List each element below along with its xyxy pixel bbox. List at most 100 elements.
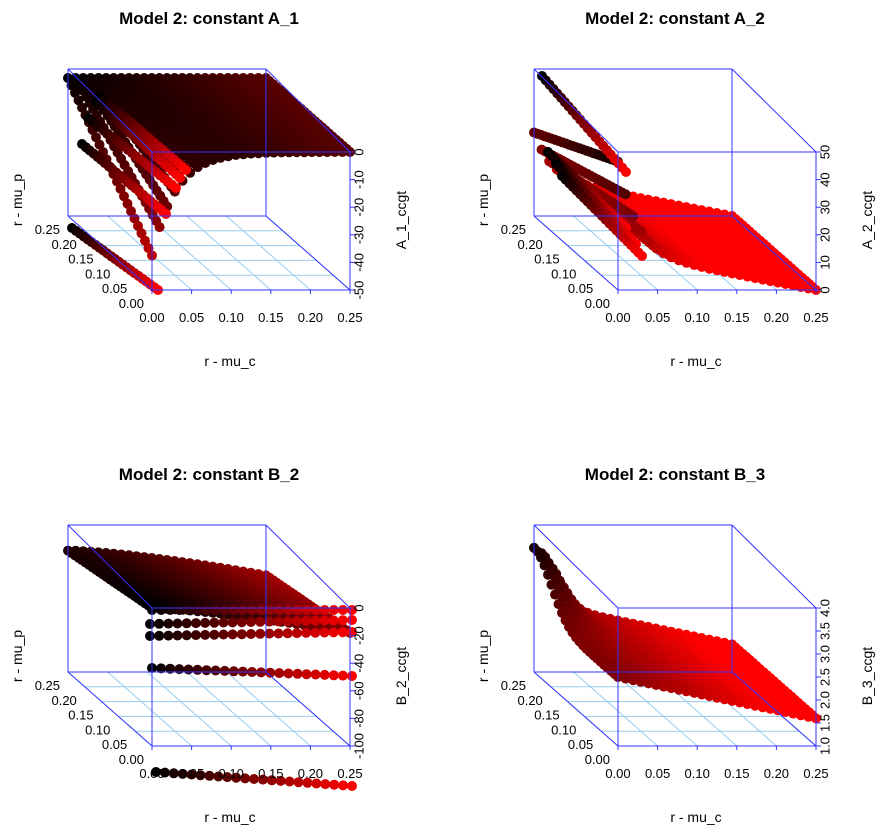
data-point — [91, 132, 101, 143]
y-tick-label: 0.10 — [551, 266, 576, 281]
data-point — [310, 669, 321, 680]
data-point — [291, 616, 302, 627]
box-edge — [533, 671, 619, 747]
grid-line-x — [612, 671, 698, 747]
data-point — [210, 605, 221, 615]
y-tick-label: 0.05 — [568, 737, 593, 752]
data-point — [643, 236, 654, 247]
data-point — [154, 618, 165, 629]
z-tick-label: -40 — [351, 253, 366, 272]
data-point — [666, 683, 677, 694]
data-point — [719, 266, 730, 277]
x-tick-label: 0.10 — [685, 310, 710, 325]
data-point — [264, 628, 275, 639]
box-edge — [67, 524, 153, 609]
x-tick-label: 0.25 — [337, 310, 362, 325]
data-point — [734, 697, 745, 708]
y-axis-label: r - mu_p — [475, 630, 491, 682]
data-point — [231, 772, 242, 783]
data-point — [223, 151, 234, 162]
data-point — [689, 260, 700, 270]
y-axis-label: r - mu_p — [9, 174, 25, 226]
data-point — [255, 616, 266, 627]
x-axis-label: r - mu_c — [670, 809, 721, 825]
data-point — [165, 663, 176, 674]
x-axis-label: r - mu_c — [204, 809, 255, 825]
data-point — [266, 775, 277, 786]
data-point — [620, 189, 631, 200]
data-point — [337, 670, 348, 681]
box-edge — [533, 68, 619, 153]
data-point — [283, 605, 294, 615]
chart-title: Model 2: constant A_2 — [585, 9, 765, 28]
data-point — [550, 589, 560, 600]
data-point — [264, 616, 275, 627]
data-point — [310, 605, 321, 615]
data-point — [122, 198, 133, 209]
data-point — [292, 668, 303, 679]
data-point — [236, 617, 247, 628]
data-point — [222, 772, 233, 783]
data-point — [200, 629, 211, 640]
y-tick-label: 0.25 — [35, 678, 60, 693]
data-point — [215, 152, 226, 163]
y-tick-label: 0.20 — [517, 693, 542, 708]
data-point — [204, 770, 215, 781]
data-point — [247, 605, 257, 615]
data-point — [635, 676, 646, 687]
z-tick-label: 0 — [817, 286, 832, 293]
x-tick-label: 0.15 — [258, 766, 283, 781]
x-tick-label: 0.15 — [258, 310, 283, 325]
data-point — [301, 669, 312, 680]
data-point — [119, 191, 129, 202]
x-axis-label: r - mu_c — [670, 353, 721, 369]
y-tick-label: 0.10 — [551, 722, 576, 737]
box-edge — [67, 671, 153, 747]
data-point — [301, 615, 312, 626]
box-edge — [731, 215, 817, 291]
panel-b-2: Model 2: constant B_20.00 0.05 0.10 0.15 0.2… — [9, 465, 409, 825]
data-point — [236, 629, 247, 640]
data-point — [77, 102, 87, 113]
z-axis-label: B_2_ccgt — [393, 647, 409, 705]
data-point — [658, 681, 669, 692]
data-point — [734, 270, 745, 280]
z-tick-label: -40 — [351, 654, 366, 673]
x-tick-label: 0.05 — [645, 766, 670, 781]
x-tick-label: 0.10 — [219, 310, 244, 325]
data-point — [329, 779, 340, 790]
z-tick-label: -30 — [351, 225, 366, 244]
box-edge — [265, 671, 351, 747]
data-point — [658, 248, 669, 259]
data-point — [253, 148, 264, 159]
data-point — [136, 228, 147, 239]
x-tick-label: 0.20 — [764, 766, 789, 781]
panel-a-1: Model 2: constant A_10.00 0.05 0.10 0.15 0.2… — [9, 9, 409, 369]
data-point — [727, 268, 738, 279]
data-point — [536, 552, 546, 563]
data-point — [172, 630, 183, 641]
data-point — [273, 628, 284, 639]
z-tick-label: 1.5 — [817, 714, 832, 732]
data-point — [750, 273, 761, 284]
data-point — [319, 627, 330, 638]
grid-line-x — [226, 215, 311, 291]
data-points — [529, 71, 821, 295]
y-axis-label: r - mu_p — [9, 630, 25, 682]
z-tick-label: -20 — [351, 626, 366, 645]
data-point — [704, 691, 715, 702]
data-point — [201, 605, 212, 615]
data-point — [181, 618, 192, 629]
data-point — [557, 607, 567, 618]
z-tick-label: -100 — [351, 733, 366, 759]
grid-line-x — [226, 671, 311, 747]
data-point — [219, 665, 230, 676]
data-point — [347, 781, 357, 791]
x-tick-label: 0.20 — [298, 766, 323, 781]
data-point — [673, 255, 684, 266]
data-point — [219, 605, 230, 615]
data-point — [256, 605, 267, 615]
data-point — [282, 616, 293, 627]
chart-title: Model 2: constant A_1 — [119, 9, 299, 28]
x-tick-label: 0.20 — [298, 310, 323, 325]
